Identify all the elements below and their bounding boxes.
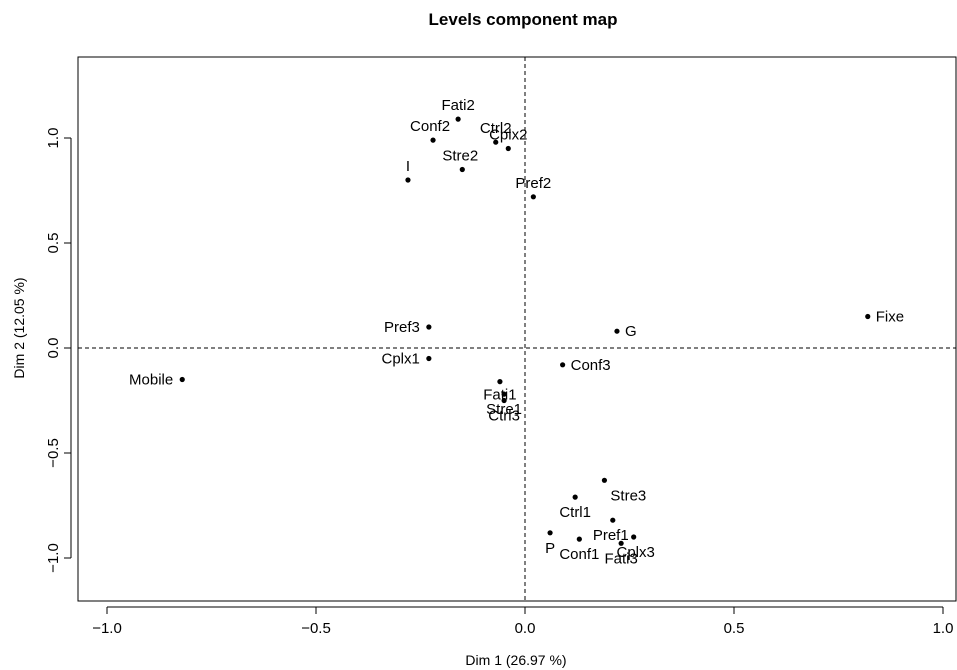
point-p	[547, 530, 553, 536]
point-label-cplx3: Cplx3	[617, 544, 655, 561]
point-label-ctrl1: Ctrl1	[559, 504, 591, 521]
point-ctrl3	[501, 397, 507, 404]
point-label-fati3: Fati3	[604, 550, 637, 567]
point-label-i: I	[406, 158, 410, 175]
point-cplx2	[505, 145, 511, 152]
y-tick-label: 0.0	[45, 338, 62, 359]
point-label-cplx2: Cplx2	[489, 127, 527, 144]
point-conf3	[560, 362, 566, 368]
point-pref2	[530, 194, 536, 200]
point-label-fati2: Fati2	[441, 97, 474, 114]
point-label-p: P	[545, 540, 555, 557]
point-label-pref2: Pref2	[515, 175, 551, 192]
point-label-g: G	[625, 323, 637, 340]
point-cplx1	[426, 355, 432, 362]
point-stre1	[501, 391, 507, 397]
point-mobile	[179, 376, 185, 383]
x-tick-label: 1.0	[933, 620, 954, 637]
point-label-conf3: Conf3	[571, 357, 611, 374]
y-tick-label: −1.0	[45, 543, 62, 573]
x-tick-label: 0.0	[515, 620, 536, 637]
point-label-stre2: Stre2	[442, 148, 478, 165]
x-axis-label: Dim 1 (26.97 %)	[465, 652, 566, 668]
point-stre2	[459, 166, 465, 173]
y-tick-label: 0.5	[45, 233, 62, 254]
point-i	[405, 177, 411, 183]
point-fixe	[865, 313, 871, 320]
y-tick-label: −0.5	[45, 438, 62, 468]
point-fati1	[497, 379, 503, 385]
point-conf1	[576, 536, 582, 542]
point-pref3	[426, 324, 432, 330]
point-label-fati1: Fati1	[483, 387, 516, 404]
point-stre3	[601, 477, 608, 483]
x-tick-label: −1.0	[92, 620, 122, 637]
point-conf2	[430, 137, 436, 143]
y-tick-label: 1.0	[45, 128, 62, 149]
point-label-conf2: Conf2	[410, 118, 450, 135]
reference-lines	[78, 57, 956, 601]
point-label-fixe: Fixe	[876, 309, 904, 326]
point-label-ctrl2: Ctrl2	[480, 120, 512, 137]
point-fati3	[618, 540, 624, 546]
point-label-mobile: Mobile	[129, 372, 173, 389]
point-label-stre3: Stre3	[610, 487, 646, 504]
point-g	[614, 328, 620, 334]
point-label-cplx1: Cplx1	[382, 351, 420, 368]
point-label-pref3: Pref3	[384, 319, 420, 336]
y-axis-label: Dim 2 (12.05 %)	[11, 277, 27, 378]
chart-title: Levels component map	[429, 10, 618, 29]
axes: −1.0 −0.5 0.0 0.5 1.0 −1.0 −0.5 0.0 0.5 1.0	[45, 128, 953, 637]
plot-frame	[77, 56, 957, 602]
x-tick-label: 0.5	[724, 620, 745, 637]
x-tick-label: −0.5	[301, 620, 331, 637]
point-label-ctrl3: Ctrl3	[488, 408, 520, 425]
point-label-stre1: Stre1	[486, 401, 522, 418]
point-ctrl1	[572, 494, 578, 500]
point-label-pref1: Pref1	[593, 527, 629, 544]
point-cplx3	[631, 534, 637, 540]
point-label-conf1: Conf1	[559, 546, 599, 563]
point-ctrl2	[493, 139, 499, 145]
point-fati2	[455, 116, 461, 122]
point-pref1	[610, 517, 616, 523]
